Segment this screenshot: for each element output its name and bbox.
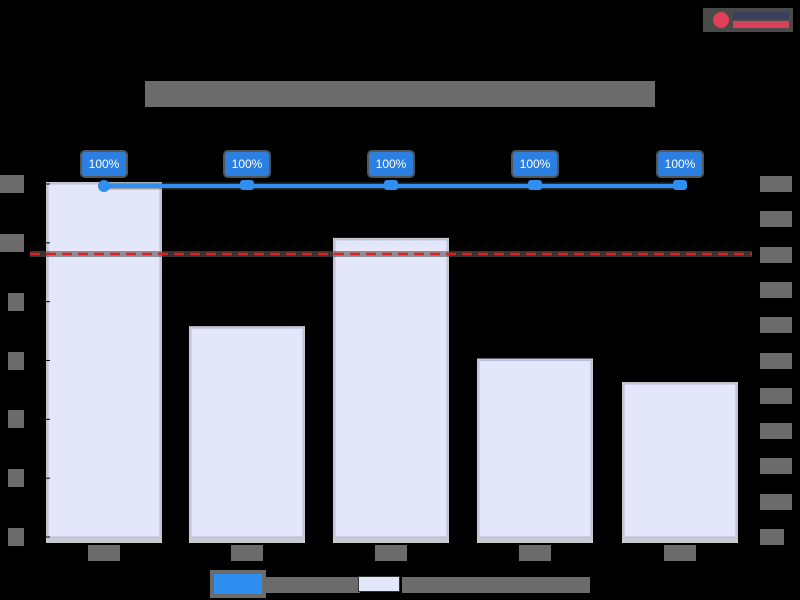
x-axis-category-label: ■■■: [519, 545, 551, 561]
x-axis-category-label: ■■■: [231, 545, 263, 561]
line-data-label: 100%: [513, 152, 557, 176]
bar: [623, 383, 737, 538]
left-axis-tick-label: ■: [8, 292, 24, 311]
chart-title: ■■■■■■■■■■■■■■■■■■■■■■■■■■■■■■■■■■■■■■■■…: [145, 81, 655, 107]
axis-ticks: [44, 183, 758, 538]
line-marker: [240, 180, 254, 190]
bar: [478, 360, 592, 538]
x-axis-category-label: ■■■: [88, 545, 120, 561]
right-axis-tick-label: ■■■: [760, 246, 792, 263]
left-axis-tick-label: ■: [8, 469, 24, 488]
line-data-label: 100%: [225, 152, 269, 176]
legend-label-line: ■■■■■■■■■: [264, 577, 360, 593]
right-axis-tick-label: ■■■: [760, 352, 792, 369]
bar: [334, 239, 448, 538]
right-axis-tick-label: ■■■: [760, 281, 792, 298]
legend-swatch-bar: [358, 576, 400, 592]
bar: [190, 327, 304, 538]
line-marker: [384, 180, 398, 190]
right-axis-tick-label: ■■■■: [760, 176, 792, 192]
left-axis-tick-label: ■■: [0, 175, 24, 193]
legend: ■■■■■■■■■ ■■■■■■■■■■■■■■■■■■: [208, 569, 592, 599]
line-data-label: 100%: [658, 152, 702, 176]
line-data-label: 100%: [82, 152, 126, 176]
logo-text-bottom: [733, 21, 789, 28]
logo-mark-icon: [713, 12, 729, 28]
brand-logo: [703, 8, 793, 32]
legend-swatch-line: [214, 574, 262, 594]
right-axis-tick-label: ■■■: [760, 317, 792, 334]
x-axis-category-label: ■■■: [664, 545, 696, 561]
left-axis-tick-label: ■: [8, 528, 24, 546]
bar-series: [46, 182, 738, 543]
right-axis-tick-label: ■■■: [760, 423, 792, 440]
right-axis-tick-label: ■■■: [760, 493, 792, 510]
right-axis-tick-label: ■■: [760, 529, 784, 545]
line-marker: [528, 180, 542, 190]
logo-text-top: [733, 12, 789, 19]
x-axis-category-label: ■■■: [375, 545, 407, 561]
legend-label-bar: ■■■■■■■■■■■■■■■■■■: [402, 577, 590, 593]
left-axis-tick-label: ■■: [0, 233, 24, 252]
line-series: [98, 180, 687, 192]
bar: [47, 183, 161, 538]
right-axis-tick-label: ■■■: [760, 458, 792, 475]
line-marker: [673, 180, 687, 190]
left-axis-tick-label: ■: [8, 410, 24, 429]
right-axis-tick-label: ■■■: [760, 211, 792, 228]
right-axis-tick-label: ■■■: [760, 387, 792, 404]
line-marker: [98, 180, 110, 192]
line-data-label: 100%: [369, 152, 413, 176]
left-axis-tick-label: ■: [8, 351, 24, 370]
